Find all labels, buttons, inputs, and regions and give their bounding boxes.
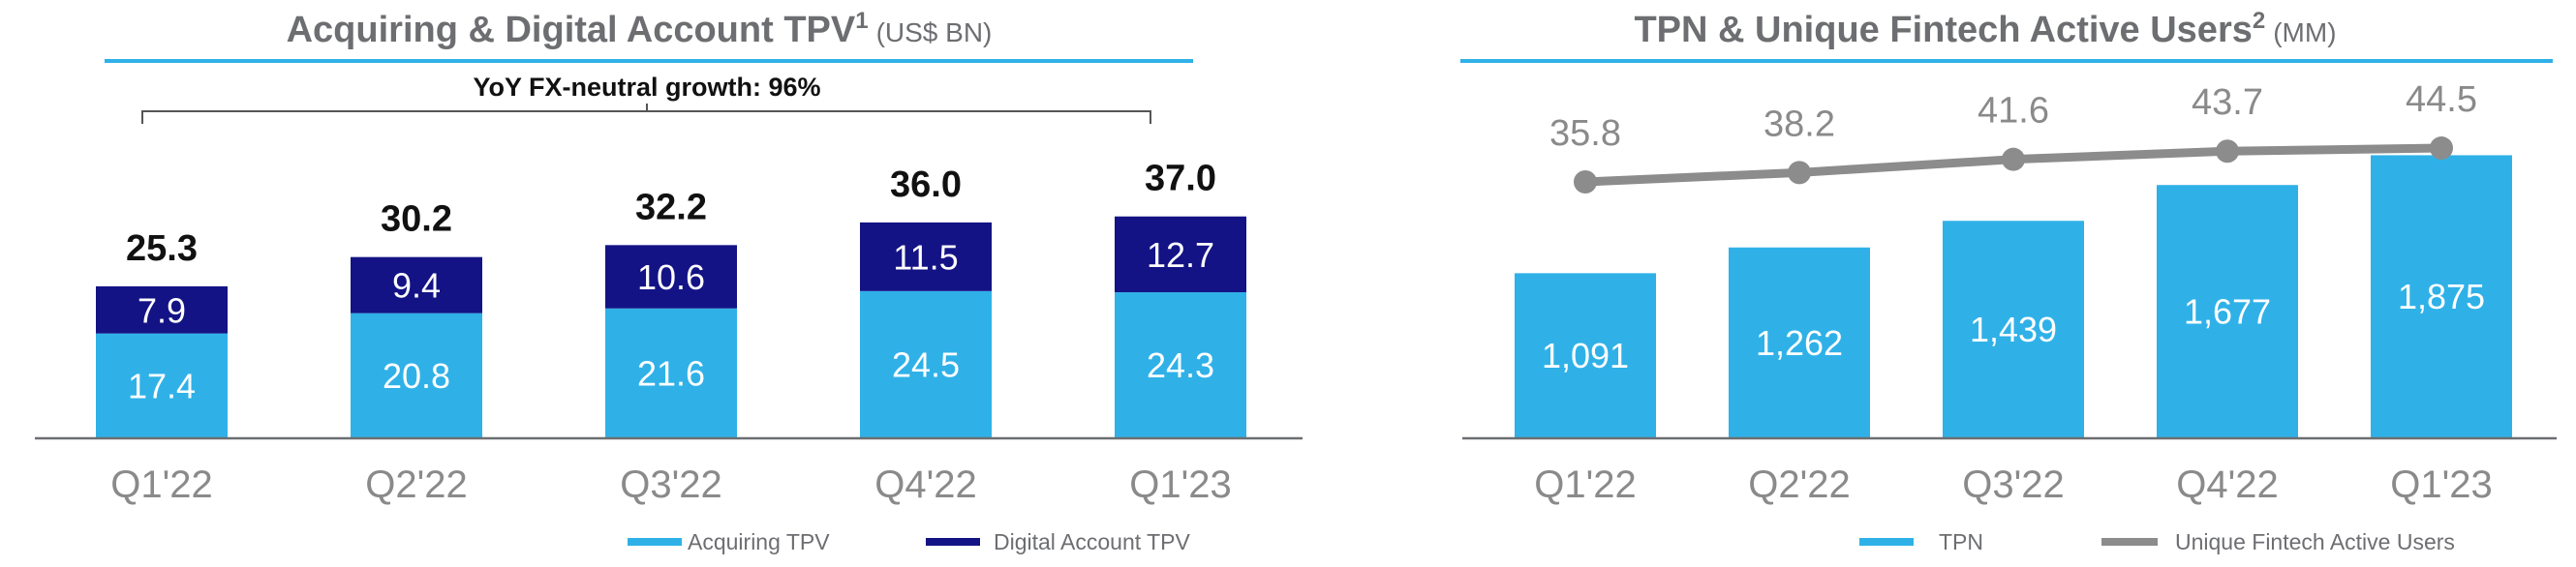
x-tick-label: Q1'23 (2390, 463, 2493, 506)
acquiring-bar (1115, 292, 1246, 437)
tpn-x-tick-labels: Q1'22 Q2'22 Q3'22 Q4'22 Q1'23 (1534, 463, 2493, 506)
digital-bar (96, 285, 228, 334)
tpv-growth-bracket (141, 104, 1151, 124)
users-value-label: 43.7 (2192, 82, 2263, 123)
users-value-label: 38.2 (1763, 104, 1835, 144)
total-value-label: 25.3 (126, 228, 198, 269)
users-point (2430, 136, 2453, 161)
users-point (2216, 139, 2239, 164)
legend-label-acquiring: Acquiring TPV (688, 529, 830, 554)
acquiring-bar (605, 308, 737, 437)
users-point (1574, 170, 1597, 194)
tpv-growth-annotation: YoY FX-neutral growth: 96% (473, 73, 820, 102)
tpn-value-label: 1,677 (2184, 292, 2271, 332)
x-tick-label: Q3'22 (1962, 463, 2065, 506)
x-tick-label: Q1'22 (110, 463, 213, 506)
acquiring-value-label: 21.6 (637, 353, 705, 393)
tpn-bar (1729, 247, 1870, 437)
x-tick-label: Q2'22 (1748, 463, 1851, 506)
tpn-bar (1515, 273, 1656, 437)
users-line-layer: 35.8 38.2 41.6 43.7 44.5 (1549, 79, 2477, 194)
tpv-x-tick-labels: Q1'22 Q2'22 Q3'22 Q4'22 Q1'23 (110, 463, 1232, 506)
total-value-label: 36.0 (890, 164, 962, 205)
tpv-chart-title-superscript: 1 (855, 8, 868, 34)
acquiring-bar (860, 290, 992, 437)
legend-swatch-digital (926, 538, 980, 546)
digital-value-label: 10.6 (637, 257, 705, 297)
users-value-label: 44.5 (2406, 79, 2477, 120)
tpn-chart-title-unit: (MM) (2273, 17, 2336, 47)
x-tick-label: Q2'22 (365, 463, 468, 506)
users-value-label: 35.8 (1549, 113, 1621, 154)
tpv-chart: Acquiring & Digital Account TPV1 (US$ BN)… (35, 8, 1303, 554)
tpn-value-label: 1,262 (1756, 323, 1843, 363)
tpn-value-label: 1,875 (2398, 277, 2485, 316)
legend-label-users: Unique Fintech Active Users (2175, 529, 2455, 554)
digital-value-label: 12.7 (1147, 235, 1214, 275)
tpv-chart-title: Acquiring & Digital Account TPV (287, 10, 856, 50)
legend-label-digital: Digital Account TPV (994, 529, 1191, 554)
legend-swatch-acquiring (628, 538, 682, 546)
acquiring-bar (96, 333, 228, 437)
acquiring-value-label: 20.8 (383, 356, 450, 396)
tpn-chart-title-superscript: 2 (2253, 8, 2265, 34)
acquiring-value-label: 17.4 (128, 366, 196, 405)
x-tick-label: Q3'22 (620, 463, 722, 506)
total-value-label: 37.0 (1145, 159, 1216, 199)
digital-value-label: 11.5 (893, 237, 958, 277)
x-tick-label: Q4'22 (874, 463, 977, 506)
tpn-chart-title-group: TPN & Unique Fintech Active Users2 (MM) (1634, 8, 2336, 50)
x-tick-label: Q1'22 (1534, 463, 1637, 506)
tpn-value-label: 1,439 (1970, 310, 2057, 349)
x-tick-label: Q4'22 (2176, 463, 2279, 506)
digital-value-label: 7.9 (138, 290, 186, 330)
x-tick-label: Q1'23 (1129, 463, 1232, 506)
tpn-bars: 1,091 1,262 1,439 1,677 1,875 (1515, 155, 2512, 437)
tpn-bar (2371, 155, 2512, 437)
tpv-chart-title-unit: (US$ BN) (876, 17, 993, 47)
tpv-bars: 17.4 7.9 25.3 20.8 9.4 30.2 21.6 10.6 32.2 24.5 11… (96, 159, 1246, 437)
tpn-chart-title: TPN & Unique Fintech Active Users (1634, 10, 2252, 50)
digital-bar (605, 245, 737, 309)
tpn-bar (1943, 221, 2084, 437)
legend-label-tpn: TPN (1939, 529, 1983, 554)
legend-swatch-tpn (1859, 538, 1914, 546)
acquiring-bar (351, 313, 482, 437)
total-value-label: 32.2 (635, 187, 707, 227)
tpn-value-label: 1,091 (1542, 336, 1629, 375)
acquiring-value-label: 24.5 (892, 344, 960, 384)
tpv-chart-title-group: Acquiring & Digital Account TPV1 (US$ BN) (287, 8, 993, 50)
users-value-label: 41.6 (1978, 91, 2049, 132)
digital-bar (860, 222, 992, 291)
tpn-chart: TPN & Unique Fintech Active Users2 (MM) 1… (1460, 8, 2557, 554)
acquiring-value-label: 24.3 (1147, 345, 1214, 385)
users-point (2002, 147, 2025, 171)
tpn-bar (2157, 185, 2298, 437)
digital-bar (351, 256, 482, 313)
digital-value-label: 9.4 (392, 266, 441, 306)
digital-bar (1115, 216, 1246, 293)
users-point (1788, 161, 1811, 185)
total-value-label: 30.2 (381, 199, 452, 240)
